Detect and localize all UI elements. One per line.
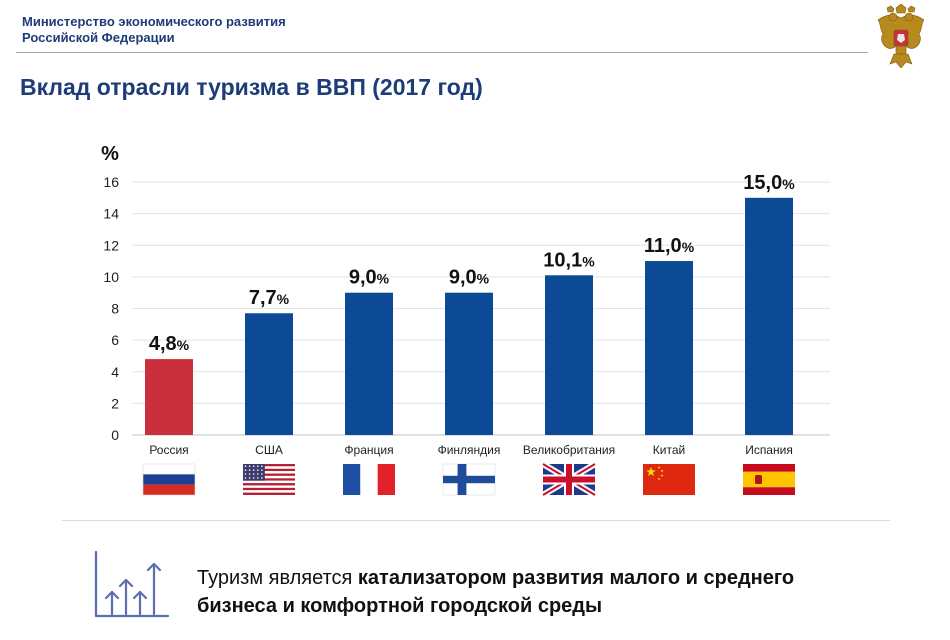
coat-of-arms-icon — [877, 4, 925, 68]
data-label: 9,0% — [449, 267, 490, 289]
bar-2 — [345, 292, 393, 435]
y-tick-label: 6 — [111, 332, 119, 348]
x-tick-label: Россия — [149, 443, 188, 457]
y-tick-label: 16 — [103, 174, 119, 190]
conclusion-bold-1: катализатором развития малого и среднего — [357, 567, 795, 589]
finland-flag — [442, 463, 496, 496]
slide-header: Министерство экономического развития Рос… — [0, 0, 950, 68]
header-divider — [16, 52, 868, 53]
data-label: 15,0% — [743, 172, 795, 194]
usa-flag — [243, 464, 295, 495]
bar-1 — [245, 313, 293, 435]
slide-title: Вклад отрасли туризма в ВВП (2017 год) — [20, 74, 483, 100]
x-tick-label: США — [255, 443, 283, 457]
bar-6 — [745, 197, 793, 435]
y-tick-label: 12 — [103, 237, 119, 253]
bar-3 — [445, 292, 493, 435]
data-label: 11,0% — [644, 235, 695, 257]
y-tick-label: 14 — [103, 206, 119, 222]
y-tick-label: 2 — [111, 395, 119, 411]
gdp-tourism-bar-chart: % 0 2 4 6 8 10 12 14 16 4,8% Россия 7,7% США 9,0% Франц… — [101, 143, 830, 498]
data-label: 10,1% — [543, 249, 595, 271]
spain-flag — [743, 464, 795, 495]
y-axis-label: % — [101, 143, 119, 165]
growth-arrows-icon — [94, 550, 170, 618]
conclusion-bold-2: бизнеса и комфортной городской среды — [197, 595, 603, 617]
x-tick-label: Великобритания — [523, 443, 615, 457]
x-tick-label: Китай — [653, 443, 685, 457]
data-label: 9,0% — [349, 267, 390, 289]
conclusion-text: Туризм является катализатором развития м… — [197, 564, 794, 620]
x-tick-label: Финляндия — [438, 443, 501, 457]
bar-4 — [545, 275, 593, 435]
russia-flag — [142, 463, 196, 496]
china-flag — [643, 464, 695, 495]
x-tick-label: Франция — [344, 443, 393, 457]
ministry-name-line1: Министерство экономического развития — [22, 14, 286, 29]
uk-flag — [541, 461, 597, 498]
y-tick-label: 4 — [111, 364, 119, 380]
bar-0 — [145, 359, 193, 435]
x-tick-label: Испания — [745, 443, 793, 457]
ministry-name: Министерство экономического развития Рос… — [22, 14, 286, 46]
data-label: 4,8% — [149, 333, 190, 355]
y-tick-label: 8 — [111, 301, 119, 317]
france-flag — [343, 464, 395, 495]
conclusion-regular: Туризм является — [197, 567, 358, 589]
bar-5 — [645, 261, 693, 435]
section-divider — [62, 520, 890, 521]
y-tick-label: 10 — [103, 269, 119, 285]
y-tick-label: 0 — [111, 427, 119, 443]
data-label: 7,7% — [249, 287, 290, 309]
ministry-name-line2: Российской Федерации — [22, 30, 175, 45]
